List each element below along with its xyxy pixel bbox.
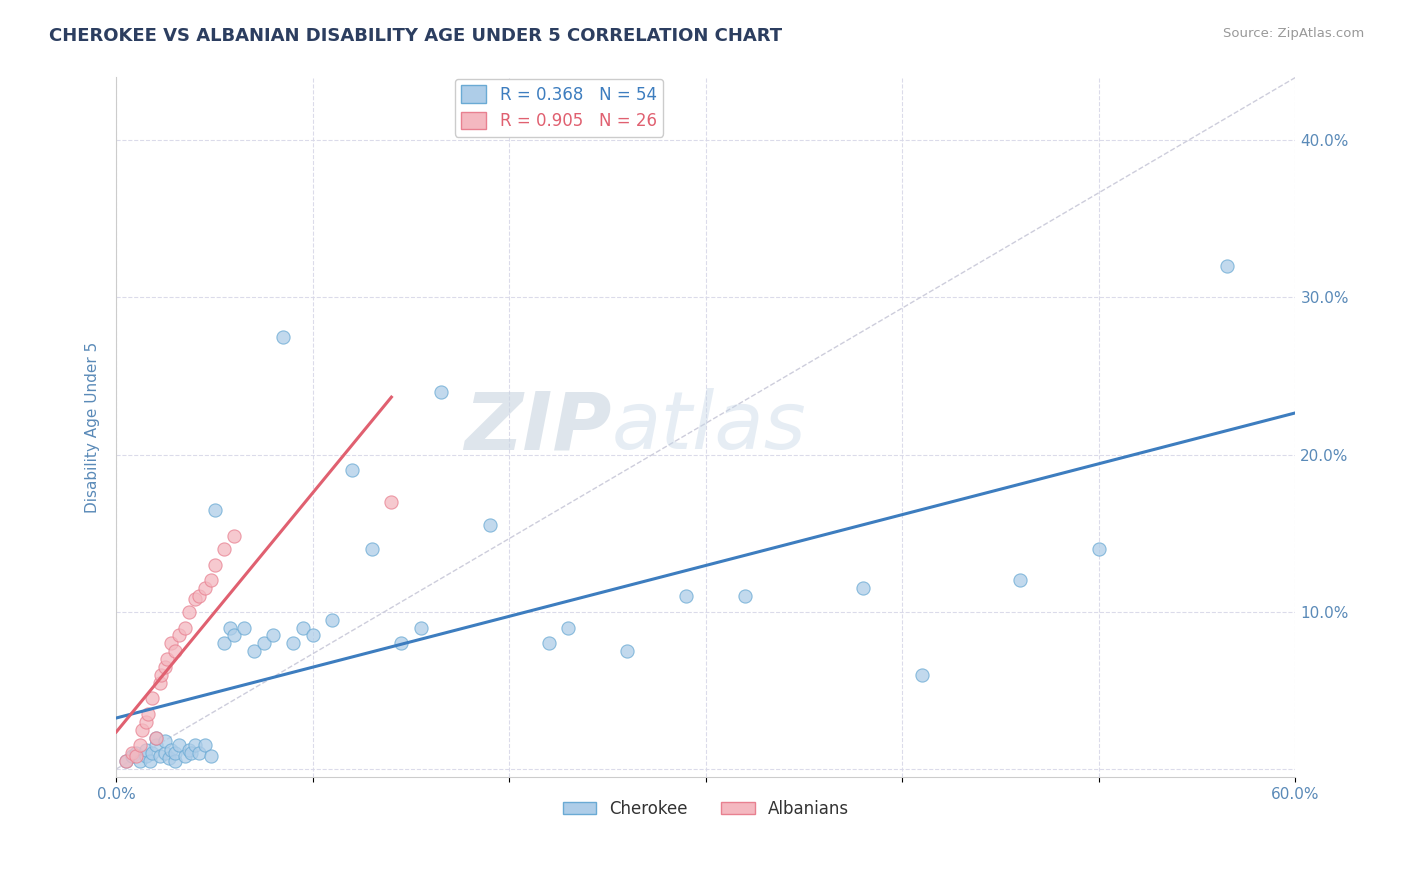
Point: [409, 621, 432, 635]
Point: [184, 592, 207, 607]
Point: [165, 746, 187, 760]
Point: [214, 636, 236, 650]
Point: [145, 731, 167, 745]
Point: [135, 714, 157, 729]
Point: [121, 749, 143, 764]
Point: [557, 621, 579, 635]
Point: [184, 739, 207, 753]
Point: [675, 589, 697, 603]
Point: [911, 667, 934, 681]
Point: [160, 636, 183, 650]
Point: [135, 743, 157, 757]
Text: Source: ZipAtlas.com: Source: ZipAtlas.com: [1223, 27, 1364, 40]
Point: [180, 746, 202, 760]
Point: [174, 621, 197, 635]
Point: [233, 621, 256, 635]
Point: [115, 754, 138, 768]
Point: [141, 691, 163, 706]
Point: [156, 652, 179, 666]
Point: [187, 589, 209, 603]
Point: [187, 746, 209, 760]
Point: [155, 660, 177, 674]
Point: [135, 749, 157, 764]
Y-axis label: Disability Age Under 5: Disability Age Under 5: [86, 342, 100, 513]
Point: [321, 613, 343, 627]
Text: ZIP: ZIP: [464, 388, 612, 467]
Point: [125, 749, 148, 764]
Point: [852, 581, 875, 595]
Point: [219, 621, 242, 635]
Point: [165, 644, 187, 658]
Point: [1215, 259, 1237, 273]
Point: [200, 574, 222, 588]
Point: [273, 330, 295, 344]
Point: [616, 644, 638, 658]
Point: [148, 749, 170, 764]
Point: [1088, 541, 1111, 556]
Text: atlas: atlas: [612, 388, 806, 467]
Point: [128, 739, 150, 753]
Point: [360, 541, 382, 556]
Point: [301, 628, 323, 642]
Point: [429, 384, 451, 399]
Legend: Cherokee, Albanians: Cherokee, Albanians: [555, 793, 856, 824]
Point: [121, 746, 143, 760]
Point: [136, 706, 159, 721]
Point: [200, 749, 222, 764]
Point: [145, 731, 167, 745]
Point: [253, 636, 276, 650]
Point: [141, 746, 163, 760]
Point: [131, 723, 153, 737]
Point: [291, 621, 314, 635]
Point: [167, 628, 190, 642]
Point: [125, 746, 148, 760]
Point: [380, 495, 402, 509]
Point: [160, 743, 183, 757]
Point: [138, 754, 160, 768]
Point: [224, 628, 246, 642]
Point: [145, 739, 167, 753]
Point: [177, 605, 200, 619]
Point: [128, 754, 150, 768]
Point: [148, 675, 170, 690]
Point: [281, 636, 304, 650]
Point: [174, 749, 197, 764]
Point: [157, 751, 180, 765]
Point: [734, 589, 756, 603]
Point: [194, 739, 217, 753]
Text: CHEROKEE VS ALBANIAN DISABILITY AGE UNDER 5 CORRELATION CHART: CHEROKEE VS ALBANIAN DISABILITY AGE UNDE…: [49, 27, 782, 45]
Point: [204, 558, 226, 572]
Point: [243, 644, 266, 658]
Point: [167, 739, 190, 753]
Point: [165, 754, 187, 768]
Point: [340, 463, 363, 477]
Point: [389, 636, 412, 650]
Point: [194, 581, 217, 595]
Point: [1010, 574, 1032, 588]
Point: [150, 667, 173, 681]
Point: [155, 733, 177, 747]
Point: [224, 529, 246, 543]
Point: [263, 628, 285, 642]
Point: [214, 541, 236, 556]
Point: [204, 502, 226, 516]
Point: [177, 743, 200, 757]
Point: [115, 754, 138, 768]
Point: [537, 636, 560, 650]
Point: [155, 746, 177, 760]
Point: [478, 518, 501, 533]
